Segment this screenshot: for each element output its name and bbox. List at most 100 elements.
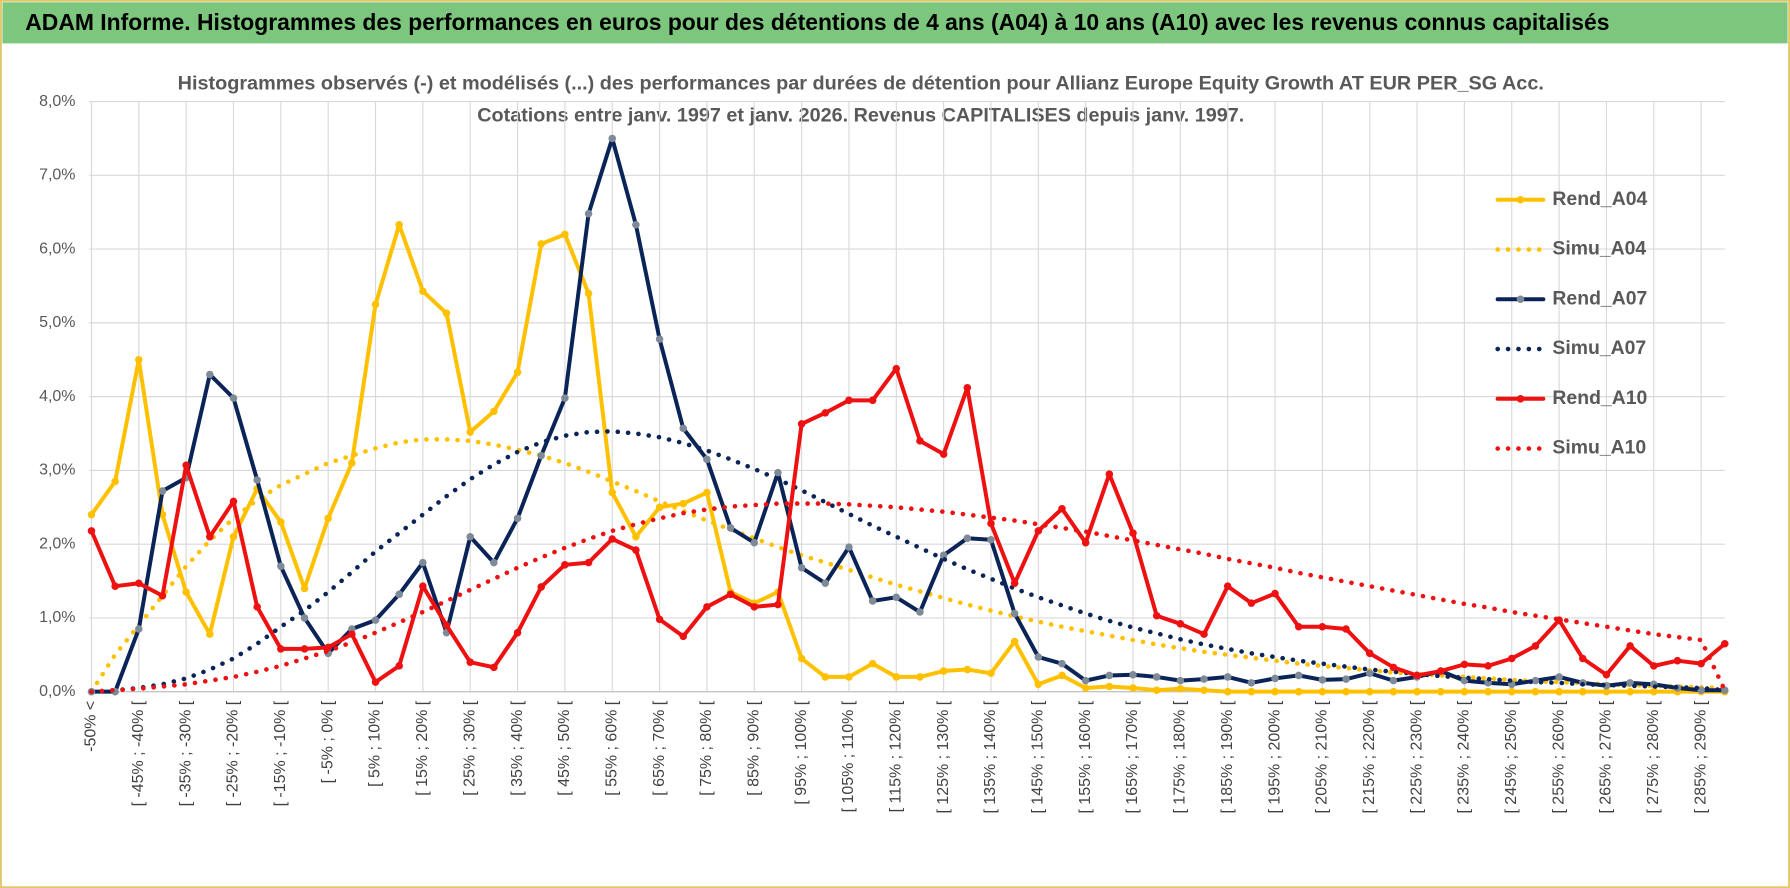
- data-point: [442, 309, 451, 318]
- data-point: [1507, 687, 1516, 696]
- data-point: [324, 514, 332, 523]
- data-point: [490, 407, 498, 416]
- data-point: [371, 678, 380, 686]
- data-point: [1318, 676, 1327, 684]
- data-point: [1697, 686, 1705, 694]
- data-point: [845, 396, 853, 405]
- x-tick-label: [ 135% ; 140% [: [982, 700, 999, 813]
- data-point: [490, 558, 498, 567]
- data-point: [1626, 679, 1634, 687]
- data-point: [1105, 470, 1114, 478]
- data-point: [111, 582, 119, 590]
- x-tick-label: [ 65% ; 70% [: [651, 700, 668, 796]
- data-point: [892, 364, 901, 373]
- data-point: [111, 477, 119, 486]
- data-point: [1342, 687, 1350, 696]
- legend-label: Rend_A07: [1552, 287, 1647, 309]
- data-point: [1058, 659, 1066, 668]
- data-point: [987, 669, 995, 678]
- x-tick-label: [ 255% ; 260% [: [1550, 700, 1567, 813]
- data-point: [277, 645, 285, 653]
- data-point: [1034, 527, 1043, 535]
- data-point: [1247, 599, 1256, 607]
- legend-label: Simu_A10: [1552, 437, 1646, 459]
- data-point: [300, 614, 309, 622]
- data-point: [584, 558, 593, 567]
- data-point: [655, 503, 664, 512]
- legend-marker: [1516, 395, 1525, 403]
- x-tick-label: [ 275% ; 280% [: [1645, 700, 1662, 813]
- data-point: [348, 630, 356, 638]
- data-point: [1413, 687, 1421, 696]
- x-tick-label: [ 145% ; 150% [: [1030, 700, 1047, 813]
- data-point: [1531, 676, 1540, 685]
- data-point: [1389, 663, 1398, 672]
- data-point: [466, 533, 474, 541]
- data-point: [1318, 687, 1327, 696]
- x-tick-label: [ 215% ; 220% [: [1361, 700, 1378, 813]
- data-point: [703, 488, 711, 497]
- data-point: [726, 590, 735, 599]
- data-point: [1531, 687, 1540, 696]
- data-point: [1200, 630, 1208, 638]
- observed-line: [89, 222, 1727, 694]
- data-point: [1555, 687, 1563, 696]
- data-point: [1365, 669, 1374, 678]
- data-point: [135, 355, 143, 364]
- data-point: [608, 488, 617, 497]
- data-point: [916, 608, 924, 616]
- data-point: [892, 593, 901, 602]
- data-point: [1152, 686, 1161, 694]
- data-point: [1271, 674, 1279, 683]
- data-point: [1721, 686, 1729, 694]
- data-point: [868, 396, 877, 405]
- data-point: [419, 558, 427, 567]
- y-tick-label: 8,0%: [39, 93, 75, 110]
- data-point: [1294, 623, 1303, 631]
- data-point: [277, 518, 285, 526]
- data-point: [1152, 611, 1161, 620]
- y-tick-label: 5,0%: [39, 314, 75, 331]
- y-tick-label: 4,0%: [39, 388, 75, 405]
- data-point: [845, 673, 853, 681]
- data-point: [1081, 538, 1090, 547]
- y-tick-label: 7,0%: [39, 167, 75, 184]
- data-point: [679, 424, 688, 433]
- data-point: [513, 368, 522, 377]
- data-point: [750, 603, 759, 611]
- data-point: [253, 476, 261, 484]
- x-tick-label: [ 85% ; 90% [: [745, 700, 762, 796]
- y-tick-label: 1,0%: [39, 609, 75, 626]
- plot-area: 0,0% 1,0% 2,0% 3,0% 4,0% 5,0% 6,0% 7,0% 8,0% -50%…: [39, 93, 1729, 814]
- data-point: [1034, 653, 1043, 661]
- data-point: [466, 658, 474, 666]
- x-tick-label: [ -5% ; 0% [: [319, 700, 336, 783]
- data-point: [158, 592, 167, 600]
- x-tick-label: [ 115% ; 120% [: [888, 700, 905, 812]
- data-point: [1484, 687, 1492, 696]
- x-tick-label: [ 35% ; 40% [: [509, 700, 526, 796]
- data-point: [655, 335, 664, 343]
- data-point: [1247, 679, 1256, 687]
- data-point: [939, 667, 948, 675]
- data-point: [1460, 687, 1469, 696]
- data-point: [206, 370, 214, 379]
- data-point: [1176, 620, 1185, 628]
- data-point: [987, 519, 995, 528]
- data-point: [821, 409, 830, 417]
- data-point: [561, 561, 569, 569]
- data-point: [537, 451, 545, 460]
- data-point: [608, 535, 617, 543]
- data-point: [1105, 671, 1114, 680]
- data-point: [1389, 687, 1398, 696]
- data-point: [1413, 671, 1421, 680]
- data-point: [1436, 667, 1445, 675]
- data-point: [1626, 642, 1634, 650]
- data-point: [797, 654, 806, 663]
- data-point: [963, 534, 972, 543]
- data-point: [1010, 609, 1019, 618]
- observed-line: [89, 136, 1727, 694]
- x-tick-label: [ 175% ; 180% [: [1172, 700, 1189, 813]
- data-point: [1200, 686, 1208, 694]
